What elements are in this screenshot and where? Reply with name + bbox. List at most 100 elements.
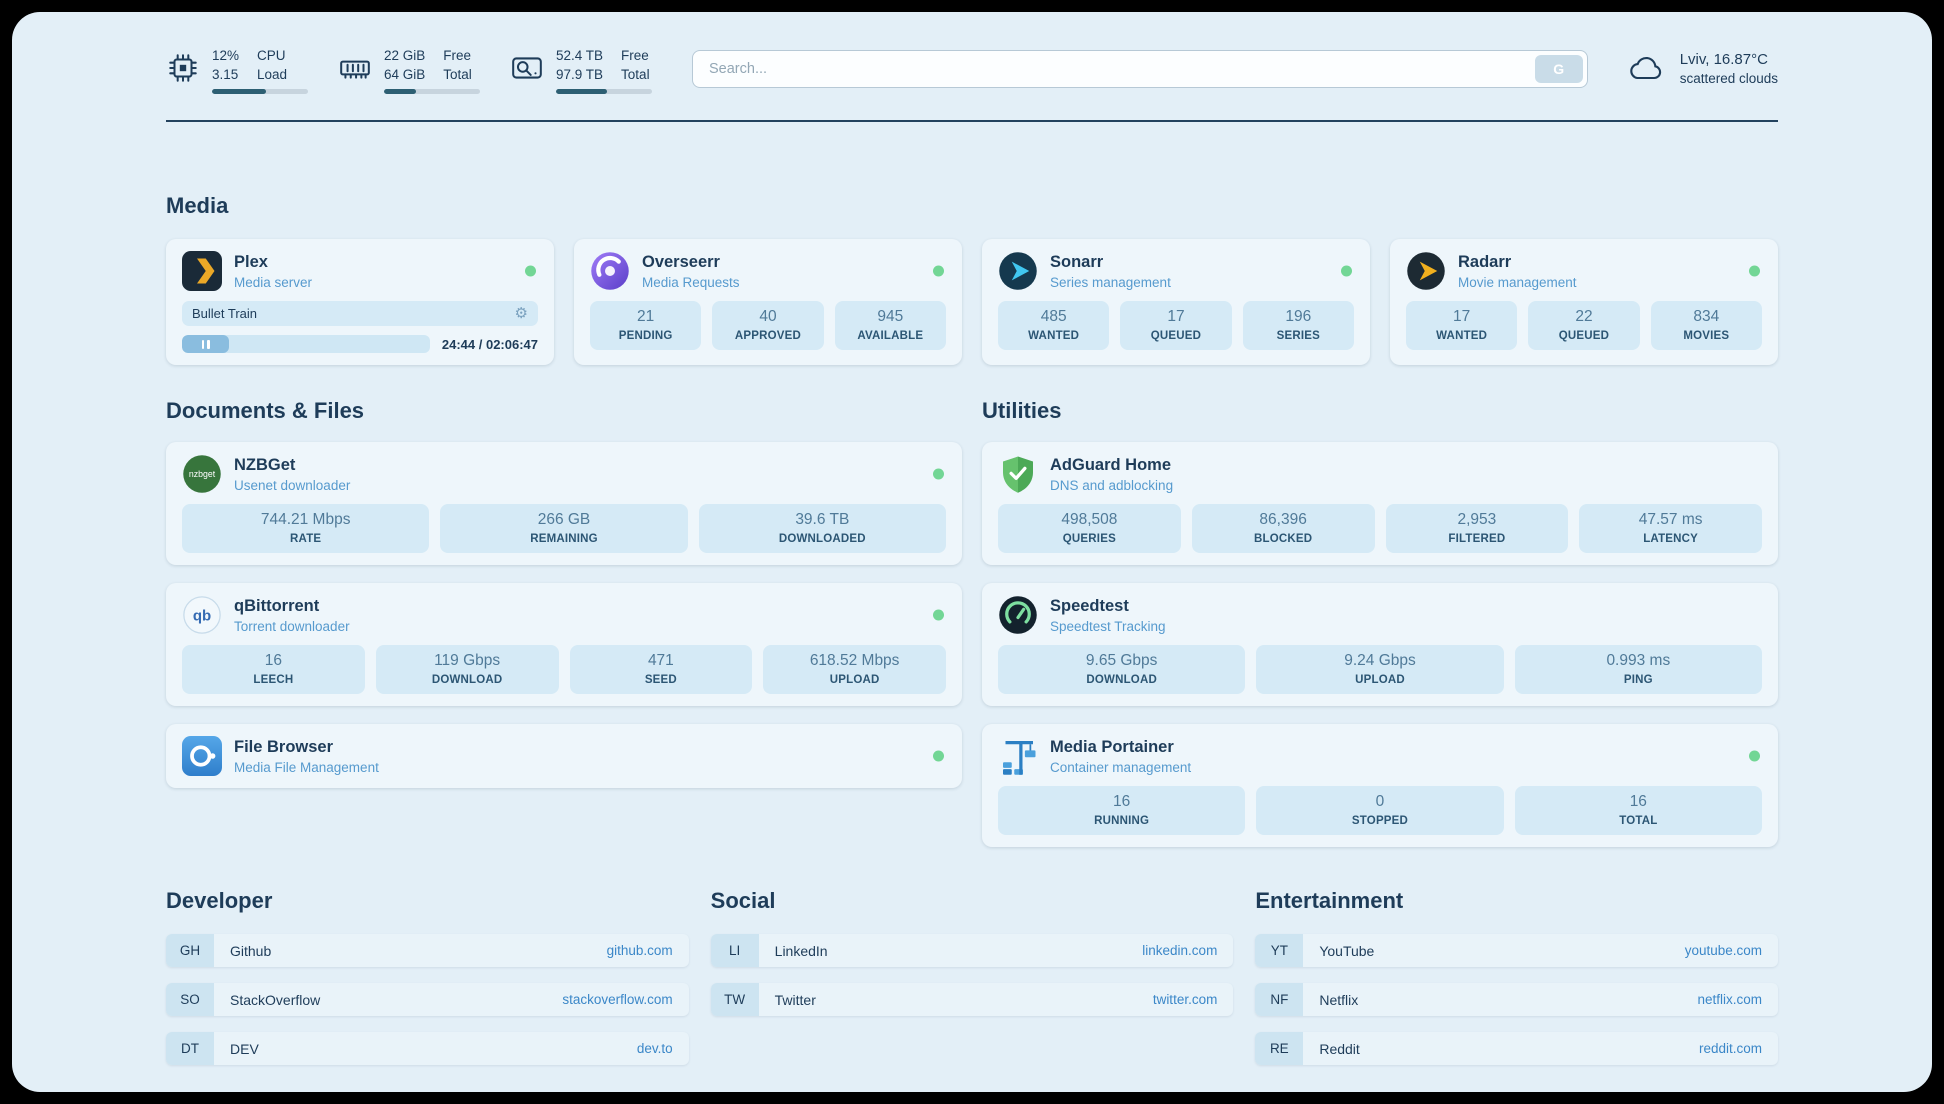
stat-block: 16 LEECH (182, 645, 365, 694)
app-subtitle: Media File Management (234, 759, 379, 775)
app-name: Overseerr (642, 252, 720, 271)
stat-block: 17 QUEUED (1120, 301, 1232, 350)
stat-block: 266 GB REMAINING (440, 504, 688, 553)
top-header: 12% 3.15 CPU Load (166, 12, 1778, 94)
stat-block: 2,953 FILTERED (1385, 504, 1569, 553)
app-subtitle: Series management (1050, 274, 1171, 290)
app-subtitle: Speedtest Tracking (1050, 618, 1166, 634)
app-name: NZBGet (234, 455, 296, 474)
gear-icon[interactable]: ⚙ (514, 305, 528, 322)
stat-block: 22 QUEUED (1528, 301, 1640, 350)
bookmark-url: youtube.com (1684, 943, 1762, 958)
status-dot-online (1749, 750, 1760, 762)
section-title-social: Social (710, 888, 776, 913)
disk-progress-bar (556, 89, 652, 94)
bookmark-name: Reddit (1319, 1040, 1360, 1057)
resource-monitors: 12% 3.15 CPU Load (166, 48, 652, 94)
app-link-portainer[interactable]: Media Portainer Container management (998, 736, 1762, 776)
bookmark-linkedin[interactable]: LI LinkedIn linkedin.com (710, 934, 1234, 967)
bookmark-abbr: RE (1255, 1032, 1304, 1065)
sonarr-icon (998, 251, 1038, 291)
bookmark-abbr: TW (710, 983, 759, 1016)
app-card-speedtest: Speedtest Speedtest Tracking 9.65 Gbps D… (982, 583, 1778, 706)
bookmark-name: YouTube (1319, 942, 1375, 959)
app-subtitle: Media server (234, 274, 313, 290)
stat-block: 86,396 BLOCKED (1191, 504, 1375, 553)
stat-block: 0 STOPPED (1256, 786, 1504, 835)
cpu-monitor: 12% 3.15 CPU Load (166, 48, 308, 94)
playback-progress-row: 24:44 / 02:06:47 (182, 335, 538, 353)
utilities-column: Utilities (982, 397, 1778, 847)
stat-block: 40 APPROVED (712, 301, 824, 350)
bookmark-abbr: DT (166, 1032, 214, 1065)
bookmark-twitter[interactable]: TW Twitter twitter.com (710, 983, 1234, 1016)
documents-column: Documents & Files nzbget NZBGet Usenet d… (166, 397, 962, 847)
disk-monitor: 52.4 TB 97.9 TB Free Total (510, 48, 652, 94)
bookmark-stackoverflow[interactable]: SO StackOverflow stackoverflow.com (166, 983, 689, 1016)
bookmark-group-entertainment: Entertainment YT YouTube youtube.com NF … (1255, 887, 1778, 1081)
ram-total-value: 64 GiB (384, 67, 426, 82)
stat-block: 9.24 Gbps UPLOAD (1256, 645, 1504, 694)
bookmark-reddit[interactable]: RE Reddit reddit.com (1255, 1032, 1778, 1065)
app-link-radarr[interactable]: Radarr Movie management (1406, 251, 1762, 291)
weather-widget: Lviv, 16.87°C scattered clouds (1622, 48, 1778, 88)
bookmark-abbr: LI (710, 934, 759, 967)
bookmark-url: github.com (606, 943, 673, 958)
app-card-portainer: Media Portainer Container management 16 … (982, 724, 1778, 847)
app-link-plex[interactable]: Plex Media server (182, 251, 538, 291)
svg-text:qb: qb (193, 608, 211, 625)
ram-free-label: Free (443, 48, 472, 63)
adguard-icon (998, 454, 1038, 494)
google-search-button[interactable]: G (1534, 55, 1583, 83)
playback-progress-track[interactable] (182, 335, 430, 353)
ram-progress-bar (384, 89, 480, 94)
app-subtitle: Movie management (1458, 274, 1577, 290)
status-dot-online (1749, 265, 1760, 277)
section-title-utilities: Utilities (982, 398, 1062, 423)
search-input[interactable] (692, 50, 1588, 88)
filebrowser-icon (182, 736, 222, 776)
status-dot-online (525, 265, 536, 277)
app-link-speedtest[interactable]: Speedtest Speedtest Tracking (998, 595, 1762, 635)
weather-condition: scattered clouds (1679, 70, 1778, 86)
dashboard-page: 12% 3.15 CPU Load (12, 12, 1932, 1092)
app-link-sonarr[interactable]: Sonarr Series management (998, 251, 1354, 291)
app-link-adguard[interactable]: AdGuard Home DNS and adblocking (998, 454, 1762, 494)
bookmark-name: Netflix (1319, 991, 1359, 1008)
stat-block: 618.52 Mbps UPLOAD (763, 645, 946, 694)
bookmark-github[interactable]: GH Github github.com (166, 934, 689, 967)
header-divider (166, 120, 1778, 122)
bookmark-youtube[interactable]: YT YouTube youtube.com (1255, 934, 1778, 967)
app-link-filebrowser[interactable]: File Browser Media File Management (182, 736, 946, 776)
stat-block: 945 AVAILABLE (834, 301, 946, 350)
app-card-adguard: AdGuard Home DNS and adblocking 498,508 … (982, 442, 1778, 565)
now-playing-title: Bullet Train (192, 306, 258, 321)
app-card-qbittorrent: qb qBittorrent Torrent downloader 16 (166, 583, 962, 706)
cpu-label: CPU (257, 48, 286, 63)
bookmark-dev-to[interactable]: DT DEV dev.to (166, 1032, 689, 1065)
ram-total-label: Total (443, 67, 472, 82)
bookmark-netflix[interactable]: NF Netflix netflix.com (1255, 983, 1778, 1016)
cloud-icon (1629, 57, 1661, 80)
status-dot-online (933, 265, 944, 277)
playback-progress-fill (182, 335, 230, 353)
bookmark-name: LinkedIn (774, 942, 828, 959)
status-dot-online (933, 609, 944, 621)
hard-disk-icon (512, 57, 542, 79)
stat-block: 21 PENDING (590, 301, 702, 350)
weather-location: Lviv, 16.87°C (1679, 50, 1768, 68)
app-card-plex: Plex Media server Bullet Train ⚙ (166, 239, 554, 365)
app-link-overseerr[interactable]: Overseerr Media Requests (590, 251, 946, 291)
bookmark-url: reddit.com (1698, 1041, 1762, 1056)
app-name: File Browser (234, 737, 334, 756)
stat-block: 16 RUNNING (998, 786, 1246, 835)
cpu-load-label: Load (257, 67, 288, 82)
nzbget-icon: nzbget (182, 454, 222, 494)
media-card-grid: Plex Media server Bullet Train ⚙ (166, 239, 1778, 365)
app-name: Sonarr (1050, 252, 1104, 271)
app-link-qbittorrent[interactable]: qb qBittorrent Torrent downloader (182, 595, 946, 635)
app-link-nzbget[interactable]: nzbget NZBGet Usenet downloader (182, 454, 946, 494)
speedtest-icon (998, 595, 1038, 635)
bookmark-abbr: YT (1255, 934, 1304, 967)
portainer-icon (998, 736, 1038, 776)
